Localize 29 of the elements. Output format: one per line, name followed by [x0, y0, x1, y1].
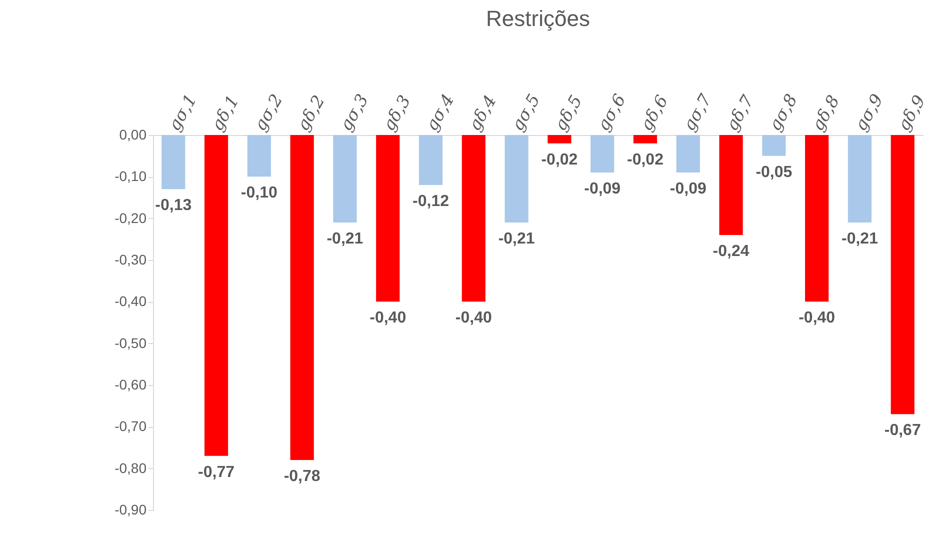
data-label: -0,13 — [155, 197, 192, 214]
data-label: -0,02 — [541, 151, 578, 168]
data-label: -0,78 — [284, 468, 320, 485]
y-tick-label: -0,20 — [114, 210, 147, 226]
y-tick-label: -0,60 — [114, 376, 147, 392]
data-label: -0,10 — [240, 184, 278, 202]
data-label: -0,40 — [370, 310, 406, 327]
data-label: -0,21 — [841, 230, 878, 248]
data-label: -0,67 — [884, 422, 921, 440]
data-label: -0,21 — [326, 230, 364, 248]
data-label: -0,40 — [455, 310, 492, 327]
data-label: -0,09 — [584, 180, 621, 198]
y-tick-label: 0,00 — [119, 126, 147, 142]
y-tick-label: -0,10 — [114, 168, 147, 184]
data-label: -0,02 — [627, 151, 664, 168]
y-tick-label: -0,80 — [114, 460, 147, 476]
y-tick-label: -0,40 — [114, 293, 147, 310]
data-label: -0,24 — [712, 243, 750, 260]
y-tick-label: -0,30 — [114, 252, 147, 268]
data-label: -0,21 — [498, 230, 535, 248]
data-label: -0,05 — [756, 164, 792, 181]
data-label: -0,40 — [798, 310, 836, 327]
data-label: -0,09 — [670, 180, 706, 198]
chart-title: Restrições — [486, 6, 590, 31]
data-label: -0,77 — [198, 464, 235, 481]
y-tick-label: -0,50 — [114, 334, 147, 351]
y-tick-label: -0,90 — [114, 502, 147, 518]
y-tick-label: -0,70 — [114, 418, 147, 434]
data-label: -0,12 — [412, 193, 450, 210]
